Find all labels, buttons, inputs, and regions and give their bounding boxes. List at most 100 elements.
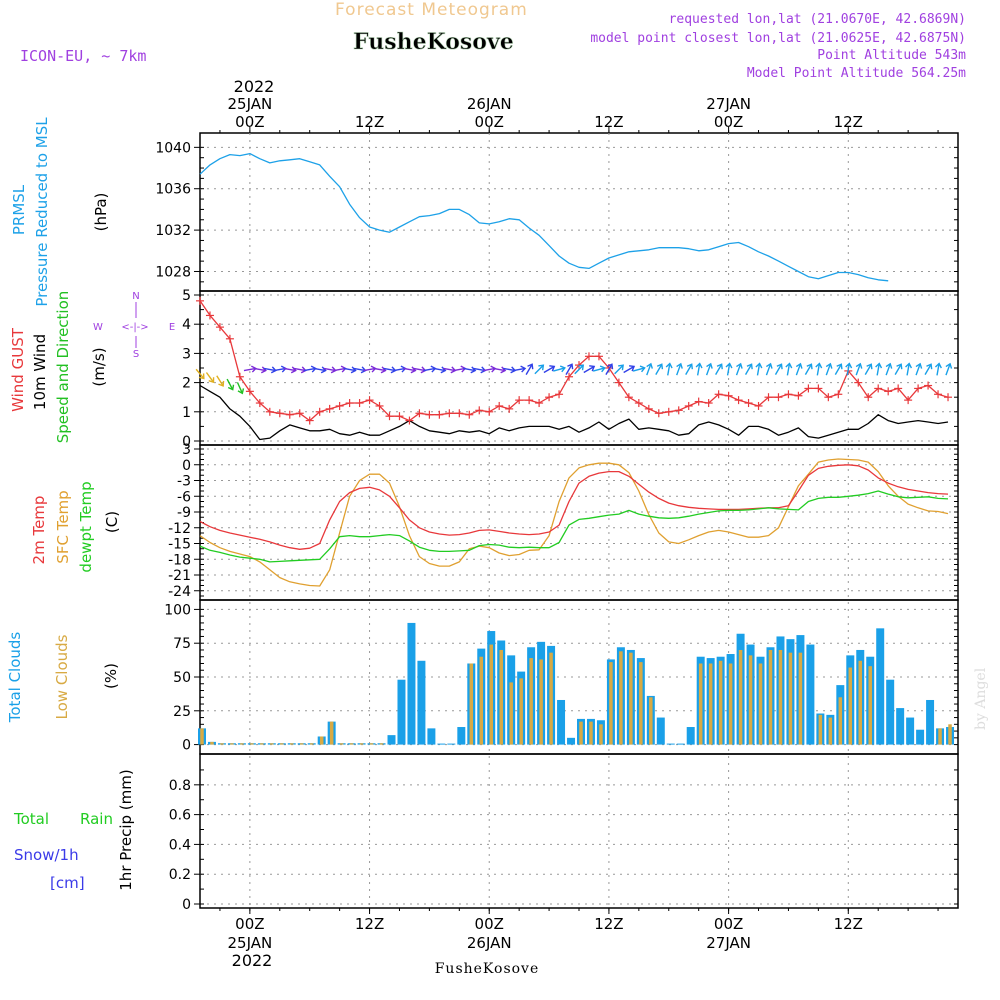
grid-lines: 104010361032102854321030-3-6-9-12-15-18-…	[155, 127, 958, 914]
precip-y-tick-label: 0.2	[169, 867, 191, 883]
wind-arrow-shaft	[795, 363, 802, 376]
label-total-rain-total: Total	[13, 810, 49, 828]
wind-arrow	[205, 372, 215, 384]
low-cloud-bar	[349, 743, 354, 745]
total-cloud-bar	[567, 737, 576, 745]
wind-arrow-shaft	[834, 363, 842, 376]
top-time-label: 00Z	[714, 113, 743, 131]
wind-arrow-head	[934, 362, 942, 369]
wind-arrow	[253, 366, 267, 374]
low-cloud-bar	[619, 651, 623, 745]
top-time-label: 12Z	[355, 113, 384, 131]
low-cloud-bar	[280, 743, 284, 745]
wind-arrow	[493, 366, 507, 374]
wind-arrow	[815, 362, 823, 376]
top-year: 2022	[234, 77, 275, 96]
wind-arrow-shaft	[293, 367, 306, 372]
wind-arrow	[855, 362, 863, 376]
wind-arrow-head	[776, 363, 783, 370]
wind-arrow-shaft	[553, 367, 566, 372]
wind-arrow-shaft	[333, 367, 346, 372]
dewpoint-line	[199, 490, 949, 563]
low-cloud-bar	[868, 666, 872, 745]
temperature-y-tick-label: -12	[168, 521, 191, 537]
total-cloud-bar	[686, 727, 695, 745]
wind-arrow	[623, 365, 636, 374]
low-cloud-bar	[838, 697, 843, 745]
total-cloud-bar	[896, 708, 905, 745]
wind-y-tick-label: 0	[182, 434, 191, 450]
wind-arrow-shaft	[605, 363, 613, 376]
wind-arrow-shaft	[632, 367, 645, 372]
wind-arrow-head	[656, 363, 664, 370]
bottom-time-label: 12Z	[834, 915, 863, 933]
bottom-time-label: 00Z	[235, 915, 264, 933]
label-ms: (m/s)	[90, 347, 108, 386]
wind-arrow-shaft	[816, 363, 821, 376]
wind-arrow	[216, 375, 225, 387]
wind-arrow	[705, 362, 713, 376]
model-name: ICON-EU, ~ 7km	[20, 47, 146, 65]
temperature-y-tick-label: -24	[168, 584, 191, 600]
low-cloud-bar	[828, 717, 833, 745]
wind-arrow	[735, 362, 743, 376]
wind-arrow-head	[578, 364, 585, 371]
wind-arrow-head	[676, 362, 683, 369]
total-cloud-bar	[387, 735, 396, 745]
wind-arrow-shaft	[534, 364, 544, 375]
wind-arrow	[605, 363, 614, 376]
wind-arrow	[313, 366, 327, 374]
low-cloud-bar	[718, 660, 723, 745]
wind-arrow-shaft	[735, 363, 742, 376]
wind-arrow	[755, 362, 763, 376]
total-cloud-bar	[806, 644, 815, 745]
wind-arrow	[403, 366, 417, 374]
wind-direction-arrows	[195, 362, 953, 395]
pressure-y-tick-label: 1028	[155, 264, 191, 280]
wind-arrow	[875, 362, 883, 376]
low-cloud-bar	[210, 741, 214, 745]
wind-arrow	[553, 365, 566, 373]
low-cloud-bar	[489, 644, 493, 745]
wind-arrow	[655, 363, 664, 376]
wind-arrow-shaft	[195, 368, 205, 379]
low-cloud-bar	[639, 662, 643, 745]
low-cloud-bar	[309, 743, 314, 745]
compass-n: N	[132, 291, 139, 302]
low-cloud-bar	[768, 649, 773, 745]
low-cloud-bar	[698, 663, 703, 745]
wind-arrow-head	[538, 364, 545, 371]
label-pressure-msl: Pressure Reduced to MSL	[33, 117, 51, 307]
wind-arrow-shaft	[226, 378, 234, 390]
low-cloud-bar	[230, 743, 234, 745]
wind-arrow	[676, 362, 683, 376]
wind-arrow	[945, 362, 953, 376]
panel-frame-precip	[199, 753, 959, 909]
wind-arrow-head	[765, 362, 773, 369]
low-cloud-bar	[649, 697, 653, 745]
wind-arrow	[463, 366, 477, 374]
wind-arrow-head	[706, 362, 713, 369]
precip-y-axis: 0.8 0.6 0.4 0.2 0	[169, 778, 958, 913]
low-cloud-bar	[938, 728, 942, 745]
wind-arrow	[226, 378, 235, 391]
label-sfc-temp: SFC Temp	[54, 490, 72, 563]
wind-arrow-shaft	[726, 363, 731, 376]
label-1hr-precip: 1hr Precip (mm)	[117, 769, 135, 890]
wind-arrow-shaft	[323, 367, 336, 372]
bottom-time-label: 12Z	[355, 915, 384, 933]
model-point-altitude: Model Point Altitude 564.25m	[747, 66, 966, 81]
low-cloud-bar	[359, 743, 364, 745]
low-cloud-bar	[609, 662, 613, 745]
wind-arrow	[885, 362, 893, 376]
total-cloud-bar	[427, 728, 436, 745]
wind-arrow-shaft	[463, 367, 476, 372]
wind-arrow	[845, 362, 853, 376]
compass-w: W	[93, 322, 103, 333]
wind-arrow-shaft	[493, 367, 506, 372]
wind-arrow-shaft	[774, 363, 783, 376]
wind-arrow-shaft	[623, 365, 635, 374]
wind-arrow-shaft	[744, 363, 753, 376]
wind-arrow	[525, 363, 534, 376]
wind-arrow	[795, 362, 803, 376]
